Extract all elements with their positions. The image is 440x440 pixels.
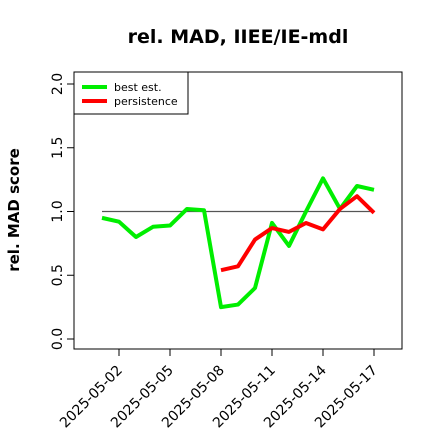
series-layer bbox=[101, 176, 376, 310]
y-tick-label: 2.0 bbox=[50, 73, 66, 95]
x-axis: 2025-05-022025-05-052025-05-082025-05-11… bbox=[57, 348, 381, 431]
legend-box bbox=[73, 71, 189, 115]
chart-title: rel. MAD, IIEE/IE-mdl bbox=[128, 26, 349, 48]
legend-label-best-est: best est. bbox=[114, 81, 162, 94]
legend: best est. persistence bbox=[73, 71, 189, 115]
series-line-persistence bbox=[220, 194, 376, 273]
y-tick-label: 0.5 bbox=[50, 264, 66, 286]
y-axis-label: rel. MAD score bbox=[5, 148, 23, 272]
y-tick-label: 1.5 bbox=[50, 137, 66, 159]
y-tick-label: 0.0 bbox=[50, 328, 66, 350]
y-tick-label: 1.0 bbox=[50, 200, 66, 222]
series-line-best-est bbox=[101, 176, 375, 310]
legend-label-persistence: persistence bbox=[114, 95, 178, 108]
y-axis: 0.0 0.5 1.0 1.5 2.0 bbox=[50, 73, 75, 350]
